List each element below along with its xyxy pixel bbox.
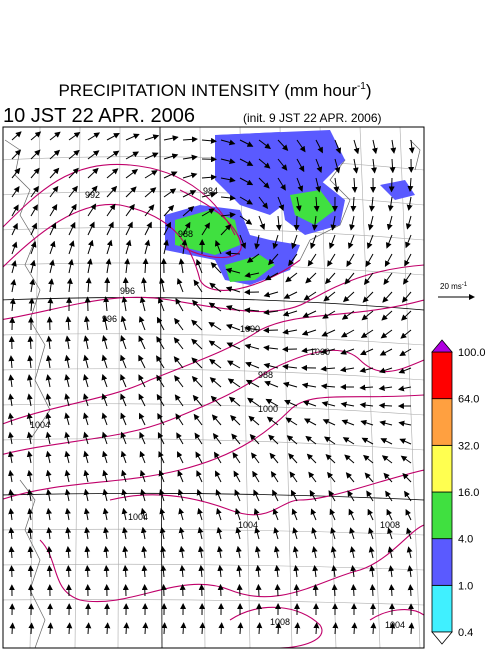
isobar-label: 1004 bbox=[238, 520, 258, 530]
isobar-label: 984 bbox=[203, 186, 218, 196]
isobar-label: 1004 bbox=[128, 512, 148, 522]
wind-arrow bbox=[202, 623, 203, 634]
wind-arrow bbox=[49, 317, 50, 330]
wind-arrow bbox=[50, 623, 51, 634]
colorbar-label: 16.0 bbox=[458, 487, 479, 499]
colorbar-box bbox=[432, 352, 452, 399]
reference-vector-label: 20 ms-1 bbox=[440, 282, 468, 291]
wind-arrow bbox=[335, 623, 336, 634]
wind-arrow bbox=[221, 623, 222, 634]
wind-arrow bbox=[87, 297, 88, 311]
wind-arrow bbox=[411, 623, 412, 634]
wind-arrow bbox=[296, 216, 297, 230]
wind-arrow bbox=[316, 623, 317, 634]
colorbar-under bbox=[432, 632, 452, 644]
wind-arrow bbox=[315, 585, 316, 596]
wind-arrow bbox=[259, 623, 260, 634]
colorbar-box bbox=[432, 492, 452, 539]
isobar-label: 1000 bbox=[240, 324, 260, 334]
wind-arrow bbox=[68, 566, 69, 577]
wind-arrow bbox=[380, 405, 392, 406]
colorbar-label: 0.4 bbox=[458, 627, 473, 639]
wind-arrow bbox=[12, 623, 13, 634]
wind-arrow bbox=[183, 623, 184, 634]
wind-arrow bbox=[30, 566, 31, 577]
colorbar: 0.4 1.0 4.0 16.0 32.0 64.0 100.0 bbox=[432, 340, 486, 644]
ref-label-text: 20 ms bbox=[440, 282, 462, 291]
wind-arrow bbox=[372, 585, 373, 596]
colorbar-label: 4.0 bbox=[458, 534, 473, 546]
wind-arrow bbox=[220, 585, 221, 596]
wind-arrow bbox=[107, 623, 108, 634]
title: PRECIPITATION INTENSITY (mm hour-1) bbox=[58, 81, 371, 100]
wind-arrow bbox=[240, 623, 241, 634]
isobar-label: 988 bbox=[178, 229, 193, 239]
colorbar-label: 1.0 bbox=[458, 580, 473, 592]
wind-arrow bbox=[31, 623, 32, 634]
wind-arrow bbox=[145, 623, 146, 634]
colorbar-box bbox=[432, 585, 452, 632]
isobar-label: 996 bbox=[102, 314, 117, 324]
isobar-label: 988 bbox=[258, 370, 273, 380]
wind-arrow bbox=[164, 623, 165, 634]
wind-arrow bbox=[50, 298, 51, 311]
wind-arrow bbox=[201, 585, 202, 596]
isobar-label: 1004 bbox=[30, 420, 50, 430]
wind-arrow bbox=[277, 585, 278, 596]
wind-arrow bbox=[334, 585, 335, 596]
ref-label-superscript: -1 bbox=[462, 282, 468, 288]
isobar-label: 1004 bbox=[385, 620, 405, 630]
wind-arrow bbox=[126, 623, 127, 634]
isobar-label: 996 bbox=[120, 286, 135, 296]
wind-arrow bbox=[391, 585, 392, 596]
wind-arrow bbox=[69, 623, 70, 634]
wind-arrow bbox=[239, 585, 240, 596]
title-text: PRECIPITATION INTENSITY (mm hour bbox=[58, 81, 357, 100]
isobar-label: 1008 bbox=[270, 617, 290, 627]
wind-arrow bbox=[88, 623, 89, 634]
colorbar-box bbox=[432, 539, 452, 586]
isobar-label: 1000 bbox=[310, 347, 330, 357]
colorbar-over bbox=[432, 340, 452, 352]
isobar-label: 1000 bbox=[258, 404, 278, 414]
map: 984 988 992 996 996 1000 1000 988 1000 1… bbox=[0, 127, 424, 648]
isobar-label: 992 bbox=[85, 190, 100, 200]
init-time: (init. 9 JST 22 APR. 2006) bbox=[243, 111, 382, 125]
wind-arrow bbox=[296, 585, 297, 596]
wind-arrow bbox=[258, 585, 259, 596]
colorbar-label: 100.0 bbox=[458, 347, 486, 359]
valid-time: 10 JST 22 APR. 2006 bbox=[3, 105, 195, 127]
wind-arrow bbox=[297, 623, 298, 634]
colorbar-box bbox=[432, 445, 452, 492]
wind-arrow bbox=[49, 566, 50, 577]
colorbar-box bbox=[432, 399, 452, 446]
wind-arrow bbox=[410, 585, 411, 596]
wind-arrow bbox=[373, 623, 374, 634]
wind-arrow bbox=[354, 623, 355, 634]
isobar-label: 1008 bbox=[380, 520, 400, 530]
wind-arrow bbox=[353, 585, 354, 596]
title-closing: ) bbox=[366, 81, 372, 100]
colorbar-label: 64.0 bbox=[458, 394, 479, 406]
colorbar-label: 32.0 bbox=[458, 440, 479, 452]
